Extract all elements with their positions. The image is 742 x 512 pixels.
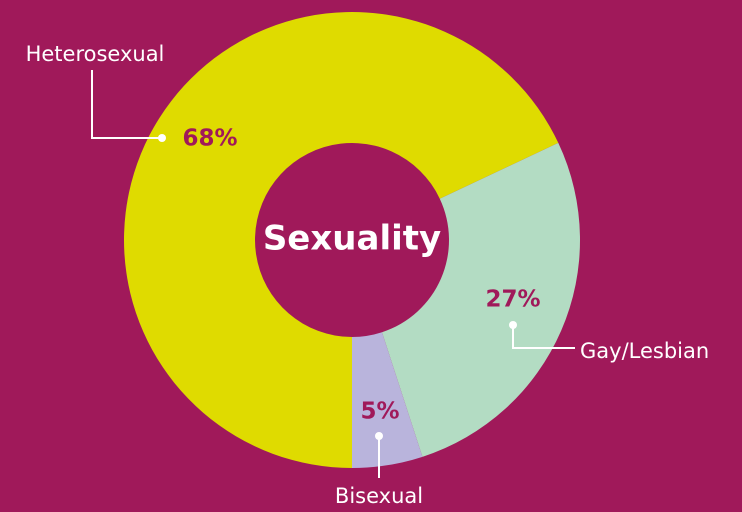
donut-slice	[381, 142, 580, 457]
leader-dot	[375, 432, 383, 440]
chart-title: Sexuality	[263, 219, 441, 259]
value-label: 68%	[182, 126, 237, 152]
value-label: 5%	[360, 399, 399, 425]
donut-slice	[124, 12, 559, 469]
leader-line	[512, 325, 575, 349]
category-label: Heterosexual	[26, 42, 165, 66]
value-label: 27%	[485, 287, 540, 313]
leader-dot	[158, 134, 166, 142]
leader-dot	[509, 321, 517, 329]
category-label: Bisexual	[335, 484, 423, 508]
category-label: Gay/Lesbian	[580, 339, 709, 363]
donut-slice	[352, 332, 423, 468]
leader-line	[91, 70, 162, 139]
